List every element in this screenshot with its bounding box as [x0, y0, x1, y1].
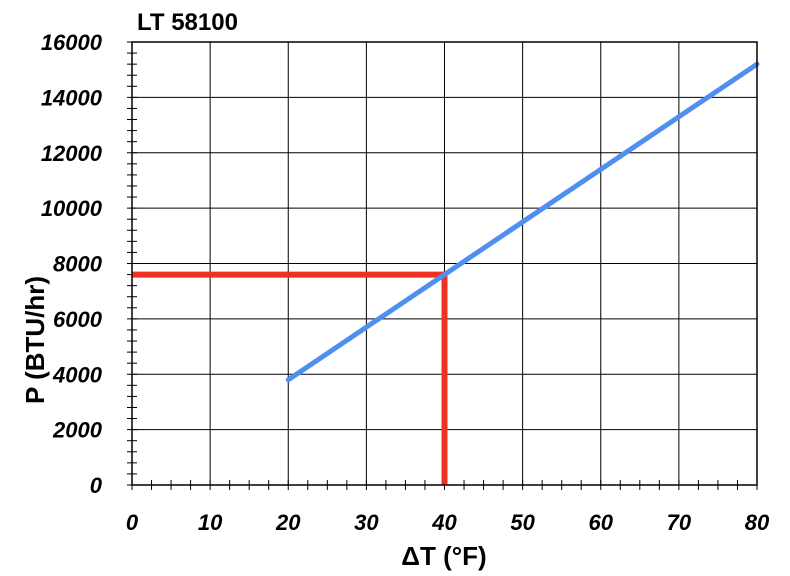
- chart-title: LT 58100: [137, 9, 238, 36]
- y-tick-label: 14000: [41, 85, 103, 110]
- x-tick-label: 50: [510, 510, 535, 535]
- x-tick-label: 70: [667, 510, 692, 535]
- y-axis-label: P (BTU/hr): [20, 276, 50, 404]
- reference-lines: [132, 271, 448, 485]
- y-tick-label: 4000: [52, 362, 103, 387]
- y-tick-label: 16000: [41, 30, 103, 55]
- y-tick-label: 8000: [53, 252, 103, 277]
- x-tick-label: 80: [745, 510, 770, 535]
- y-tick-label: 12000: [41, 141, 103, 166]
- x-tick-label: 0: [126, 510, 139, 535]
- plot-frame: [131, 41, 758, 486]
- x-tick-label: 60: [589, 510, 614, 535]
- y-tick-label: 10000: [41, 196, 103, 221]
- y-tick-label: 6000: [53, 307, 103, 332]
- series-lines: [285, 61, 760, 383]
- x-tick-label: 30: [354, 510, 379, 535]
- y-tick-label: 2000: [52, 418, 103, 443]
- y-tick-labels: 0 2000 4000 6000 8000 10000 12000 14000 16000: [41, 30, 103, 498]
- x-axis-label: ΔT (°F): [401, 541, 486, 571]
- x-tick-label: 20: [275, 510, 301, 535]
- x-tick-labels: 0 10 20 30 40 50 60 70 80: [126, 510, 770, 535]
- series-line: [285, 61, 760, 383]
- x-tick-label: 10: [198, 510, 223, 535]
- x-tick-label: 40: [431, 510, 457, 535]
- y-tick-label: 0: [90, 473, 103, 498]
